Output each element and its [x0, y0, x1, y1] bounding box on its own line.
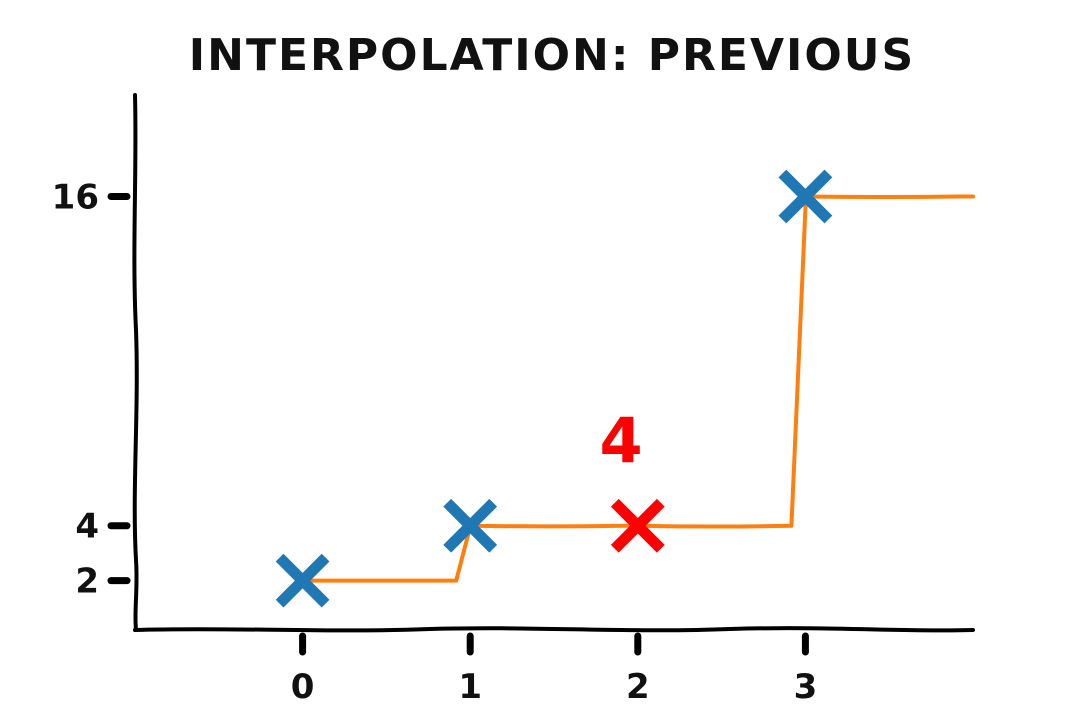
- y-axis: [132, 93, 139, 632]
- annotation-layer: 4: [599, 405, 642, 478]
- x-tick-label-3: 3: [794, 667, 818, 707]
- chart-title: INTERPOLATION: PREVIOUS: [189, 30, 915, 81]
- x-axis: [133, 626, 975, 633]
- data-point-marker-0: [275, 553, 330, 608]
- annotation-label-0: 4: [599, 405, 642, 478]
- y-tick-label-1: 4: [75, 507, 99, 547]
- axis-ticks: 0 1 2 3 2 4 16: [52, 178, 818, 707]
- x-tick-label-2: 2: [626, 667, 650, 707]
- data-point-marker-2: [778, 169, 833, 224]
- y-tick-label-2: 16: [52, 178, 99, 218]
- markers-layer: [275, 169, 833, 608]
- data-point-marker-1: [443, 498, 498, 553]
- x-tick-label-0: 0: [291, 667, 315, 707]
- y-tick-label-0: 2: [75, 562, 99, 602]
- query-point-marker-0: [610, 498, 665, 553]
- x-tick-label-1: 1: [458, 667, 482, 707]
